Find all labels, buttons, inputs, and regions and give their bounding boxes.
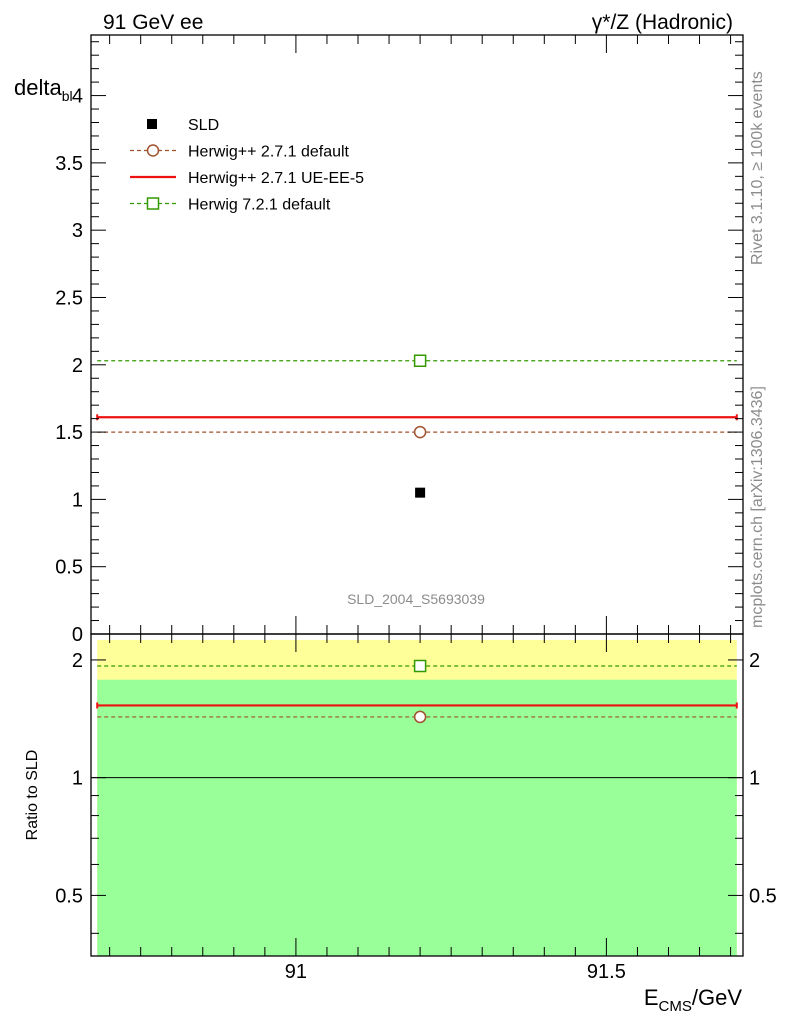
main-ytick-label: 0: [72, 624, 83, 646]
ratio-ytick-label-right: 1: [749, 768, 760, 790]
x-axis-label-sub: CMS: [659, 998, 692, 1015]
legend-label: Herwig 7.2.1 default: [188, 197, 331, 214]
main-panel: 0 0.5 1 1.5 2 2.5 3 3.5 4: [55, 34, 744, 646]
main-ylabel-text: delta: [14, 75, 62, 100]
ratio-ytick-label: 2: [72, 650, 83, 672]
main-marker-0: [415, 487, 426, 498]
ratio-ytick-label-right: 2: [749, 650, 760, 672]
ratio-ytick-label: 0.5: [55, 885, 83, 907]
legend-label: Herwig++ 2.7.1 UE-EE-5: [188, 170, 364, 187]
main-ylabel-sub: bl: [62, 88, 73, 104]
x-axis-label-unit: /GeV: [692, 985, 742, 1010]
right-title-rest: */Z (Hadronic): [602, 11, 733, 34]
right-title: γ*/Z (Hadronic): [592, 11, 733, 34]
ratio-ylabel: Ratio to SLD: [24, 750, 41, 841]
legend-marker-1: [146, 144, 160, 157]
legend-label: Herwig++ 2.7.1 default: [188, 144, 350, 161]
main-ytick-label: 2.5: [55, 287, 83, 309]
ratio-marker-2: [413, 659, 427, 673]
x-axis-label: ECMS/GeV: [644, 985, 742, 1015]
ratio-panel: 0.5 0.5 1 1 2 2 91 91.5: [55, 633, 777, 983]
main-marker-3: [413, 354, 427, 367]
rivet-label: Rivet 3.1.10, ≥ 100k events: [749, 71, 766, 265]
x-tick-label: 91.5: [587, 961, 626, 983]
x-axis-label-main: E: [644, 985, 659, 1010]
analysis-watermark: SLD_2004_S5693039: [347, 591, 485, 607]
main-ytick-label: 1: [72, 489, 83, 511]
legend: SLD Herwig++ 2.7.1 default Herwig++ 2.7.1 …: [130, 117, 364, 214]
left-title: 91 GeV ee: [103, 11, 203, 34]
ratio-ytick-label: 1: [72, 768, 83, 790]
main-ytick-label: 0.5: [55, 557, 83, 579]
ratio-marker-0: [413, 710, 427, 724]
legend-marker-3: [146, 197, 160, 210]
legend-label: SLD: [188, 117, 219, 134]
right-title-gamma: γ: [592, 11, 603, 34]
ratio-band-green: [97, 679, 737, 956]
legend-marker-0: [147, 119, 157, 129]
ratio-ytick-label-right: 0.5: [749, 885, 777, 907]
main-ytick-label: 2: [72, 355, 83, 377]
main-ytick-label: 3.5: [55, 153, 83, 175]
mcplots-label: mcplots.cern.ch [arXiv:1306.3436]: [749, 386, 766, 628]
x-tick-label: 91: [285, 961, 307, 983]
main-ytick-label: 1.5: [55, 422, 83, 444]
main-ytick-label: 4: [72, 86, 83, 108]
main-ylabel: deltabl: [14, 75, 73, 104]
main-marker-1: [413, 425, 427, 439]
main-ytick-label: 3: [72, 220, 83, 242]
main-frame: [90, 34, 744, 635]
